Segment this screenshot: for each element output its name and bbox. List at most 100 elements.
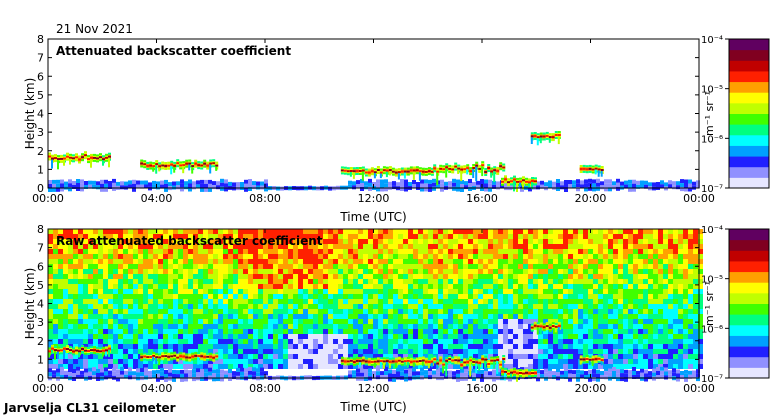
- noise-cell: [278, 284, 283, 289]
- noise-cell: [443, 239, 448, 244]
- noise-cell: [228, 344, 233, 349]
- boundary-layer-cell: [632, 371, 636, 375]
- noise-cell: [433, 304, 438, 309]
- noise-cell: [413, 289, 418, 294]
- noise-cell: [423, 299, 428, 304]
- noise-cell: [88, 334, 93, 339]
- noise-cell: [223, 239, 228, 244]
- noise-cell: [208, 339, 213, 344]
- noise-cell: [393, 264, 398, 269]
- boundary-layer-cell: [308, 375, 312, 380]
- noise-cell: [313, 269, 318, 274]
- noise-cell: [633, 354, 638, 359]
- noise-cell: [383, 239, 388, 244]
- noise-cell: [98, 289, 103, 294]
- noise-cell: [493, 349, 498, 354]
- noise-cell: [663, 264, 668, 269]
- noise-cell: [373, 254, 378, 259]
- noise-cell: [338, 289, 343, 294]
- noise-cell: [263, 364, 268, 369]
- noise-cell: [448, 264, 453, 269]
- noise-cell: [378, 234, 383, 239]
- noise-cell: [378, 239, 383, 244]
- boundary-layer-cell: [188, 187, 192, 192]
- noise-cell: [398, 329, 403, 334]
- noise-cell: [298, 329, 303, 334]
- boundary-layer-cell: [164, 187, 168, 192]
- noise-cell: [503, 239, 508, 244]
- noise-cell: [73, 244, 78, 249]
- noise-cell: [208, 329, 213, 334]
- noise-cell: [693, 354, 698, 359]
- boundary-layer-cell: [544, 368, 548, 373]
- precip-streak: [63, 159, 65, 166]
- boundary-layer-cell: [576, 377, 580, 382]
- noise-cell: [58, 314, 63, 319]
- noise-cell: [633, 274, 638, 279]
- noise-cell: [458, 249, 463, 254]
- noise-cell: [683, 364, 688, 369]
- noise-cell: [498, 234, 503, 239]
- noise-cell: [183, 284, 188, 289]
- noise-cell: [593, 254, 598, 259]
- noise-cell: [683, 314, 688, 319]
- noise-cell: [463, 249, 468, 254]
- noise-cell: [523, 294, 528, 299]
- boundary-layer-cell: [188, 374, 192, 379]
- boundary-layer-cell: [264, 183, 268, 188]
- noise-cell: [208, 289, 213, 294]
- noise-cell: [568, 239, 573, 244]
- noise-cell: [288, 244, 293, 249]
- noise-cell: [168, 319, 173, 324]
- noise-cell: [153, 304, 158, 309]
- noise-cell: [263, 324, 268, 329]
- noise-cell: [588, 279, 593, 284]
- noise-cell: [693, 284, 698, 289]
- noise-cell: [318, 254, 323, 259]
- noise-cell: [653, 364, 658, 369]
- noise-cell: [158, 249, 163, 254]
- noise-cell: [438, 364, 443, 369]
- noise-cell: [633, 279, 638, 284]
- noise-cell: [298, 284, 303, 289]
- noise-cell: [608, 299, 613, 304]
- noise-cell: [593, 364, 598, 369]
- noise-cell: [143, 294, 148, 299]
- noise-cell: [178, 359, 183, 364]
- noise-cell: [153, 259, 158, 264]
- noise-cell: [558, 359, 563, 364]
- boundary-layer-cell: [156, 377, 160, 382]
- cloud-core: [173, 164, 177, 167]
- noise-cell: [568, 249, 573, 254]
- noise-cell: [413, 344, 418, 349]
- noise-cell: [653, 249, 658, 254]
- noise-cell: [348, 329, 353, 334]
- noise-cell: [198, 329, 203, 334]
- noise-cell: [123, 279, 128, 284]
- boundary-layer-cell: [208, 183, 212, 188]
- boundary-layer-cell: [216, 377, 220, 382]
- noise-cell: [548, 249, 553, 254]
- boundary-layer-cell: [56, 376, 60, 381]
- noise-cell: [298, 334, 303, 339]
- noise-cell: [408, 284, 413, 289]
- noise-cell: [598, 289, 603, 294]
- noise-cell: [598, 314, 603, 319]
- noise-cell: [298, 254, 303, 259]
- noise-cell: [468, 349, 473, 354]
- noise-cell: [78, 289, 83, 294]
- noise-cell: [618, 314, 623, 319]
- noise-cell: [648, 254, 653, 259]
- cloud-core: [81, 156, 84, 159]
- noise-cell: [443, 264, 448, 269]
- noise-cell: [203, 314, 208, 319]
- noise-cell: [633, 264, 638, 269]
- noise-cell: [93, 364, 98, 369]
- noise-cell: [418, 324, 423, 329]
- noise-cell: [213, 279, 218, 284]
- noise-cell: [343, 249, 348, 254]
- noise-cell: [533, 349, 538, 354]
- noise-cell: [88, 269, 93, 274]
- noise-cell: [448, 294, 453, 299]
- noise-cell: [588, 264, 593, 269]
